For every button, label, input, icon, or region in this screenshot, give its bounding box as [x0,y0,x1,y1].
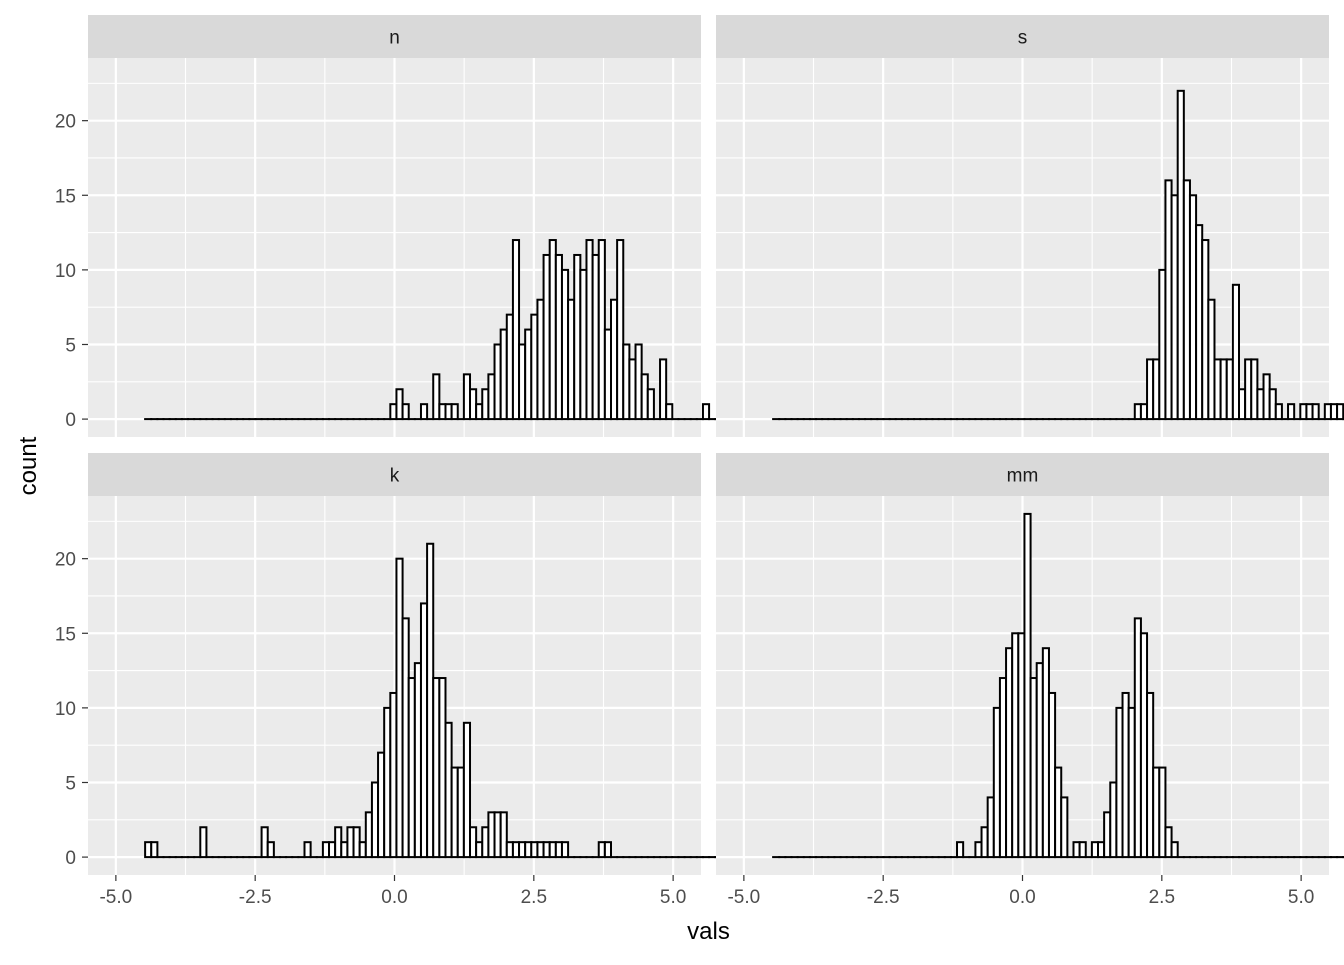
y-tick-label: 15 [55,624,76,645]
histogram-bar [403,404,409,419]
facet-strip-label: mm [1007,466,1039,487]
histogram-bar [562,842,568,857]
histogram-bar [421,404,427,419]
x-tick-label: -5.0 [727,887,760,908]
histogram-bar [703,404,709,419]
histogram-bar [1061,797,1067,857]
y-tick-label: 5 [65,335,76,356]
histogram-bar [666,404,672,419]
histogram-bar [1337,404,1343,419]
x-tick-label: -2.5 [239,887,272,908]
x-tick-label: 2.5 [1149,887,1175,908]
histogram-bar [1172,842,1178,857]
facet-panel-n: n 0 5 10 15 20 [55,15,758,437]
x-tick-label: 2.5 [521,887,547,908]
facet-panel-mm: mm -5.0 -2.5 0.0 2.5 5.0 [716,453,1344,908]
facet-panel-k: k 0 5 10 15 20 -5.0 -2.5 0.0 2.5 5.0 [55,453,758,908]
y-tick-label: 10 [55,699,76,720]
facet-strip-label: s [1018,28,1028,49]
histogram-bar [200,827,206,857]
histogram-bar [605,842,611,857]
y-tick-label: 0 [65,848,76,869]
y-tick-label: 15 [55,186,76,207]
histogram-bar [1276,404,1282,419]
y-tick-label: 20 [55,112,76,133]
histogram-bar [1288,404,1294,419]
y-tick-label: 5 [65,773,76,794]
x-tick-label: 0.0 [381,887,407,908]
x-axis-title: vals [687,918,730,945]
histogram-bar [648,389,654,419]
histogram-bar [957,842,963,857]
histogram-bar [151,842,157,857]
facet-strip-label: k [390,466,400,487]
histogram-bar [452,404,458,419]
y-tick-label: 0 [65,410,76,431]
y-axis-title: count [15,436,42,495]
x-tick-label: 5.0 [1288,887,1314,908]
x-tick-label: -5.0 [99,887,132,908]
histogram-bar [268,842,274,857]
x-tick-label: -2.5 [867,887,900,908]
histogram-bar [1313,404,1319,419]
facet-panel-s: s [716,15,1344,437]
y-tick-label: 10 [55,261,76,282]
histogram-bar [305,842,311,857]
x-tick-label: 5.0 [660,887,686,908]
facet-strip-label: n [389,28,400,49]
y-tick-label: 20 [55,550,76,571]
x-tick-label: 0.0 [1009,887,1035,908]
histogram-bar [1080,842,1086,857]
